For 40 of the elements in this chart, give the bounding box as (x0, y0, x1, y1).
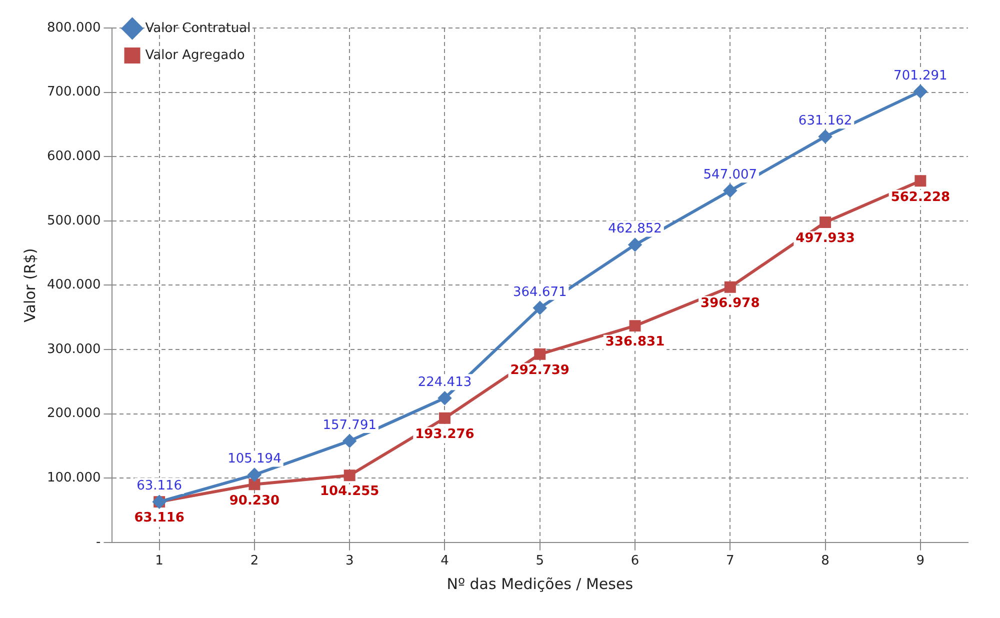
data-label: 104.255 (320, 484, 380, 500)
data-label: 364.671 (512, 284, 567, 300)
data-label: 63.116 (136, 478, 182, 494)
data-label: 462.852 (608, 222, 662, 237)
legend-label: Valor Contratual (145, 20, 251, 36)
data-label: 105.194 (228, 452, 282, 467)
x-tick-label: 9 (916, 554, 925, 569)
y-axis-title: Valor (R$) (20, 248, 39, 322)
y-tick-label: 400.000 (46, 278, 101, 293)
data-label: 336.831 (605, 334, 665, 350)
data-label: 224.413 (418, 374, 472, 390)
data-label: 90.230 (229, 493, 280, 508)
y-tick-label: 300.000 (46, 342, 101, 357)
x-tick-label: 2 (250, 554, 259, 569)
data-label: 63.116 (134, 510, 184, 526)
x-tick-label: 4 (440, 554, 449, 569)
y-tick-label: 800.000 (46, 20, 101, 36)
y-tick-label: - (96, 534, 102, 550)
data-label: 193.276 (415, 427, 474, 442)
x-tick-label: 3 (345, 554, 354, 569)
y-tick-label: 200.000 (46, 406, 101, 422)
x-tick-label: 6 (630, 554, 640, 569)
x-tick-label: 7 (726, 554, 734, 569)
x-tick-label: 8 (821, 554, 830, 569)
data-label: 562.228 (890, 190, 950, 205)
x-axis-title: Nº das Medições / Meses (446, 574, 634, 593)
data-label: 396.978 (700, 296, 760, 312)
data-label: 157.791 (322, 418, 376, 433)
y-tick-label: 700.000 (46, 84, 101, 100)
x-tick-label: 1 (155, 554, 164, 569)
legend-label: Valor Agregado (145, 48, 245, 63)
x-tick-label: 5 (536, 554, 544, 569)
y-tick-label: 600.000 (46, 148, 101, 164)
data-label: 701.291 (894, 68, 948, 84)
y-tick-label: 100.000 (46, 470, 101, 486)
y-tick-label: 500.000 (46, 213, 101, 228)
data-label: 547.007 (703, 168, 758, 183)
data-label: 497.933 (796, 231, 855, 246)
data-label: 631.162 (798, 113, 852, 128)
data-label: 292.739 (510, 363, 570, 378)
